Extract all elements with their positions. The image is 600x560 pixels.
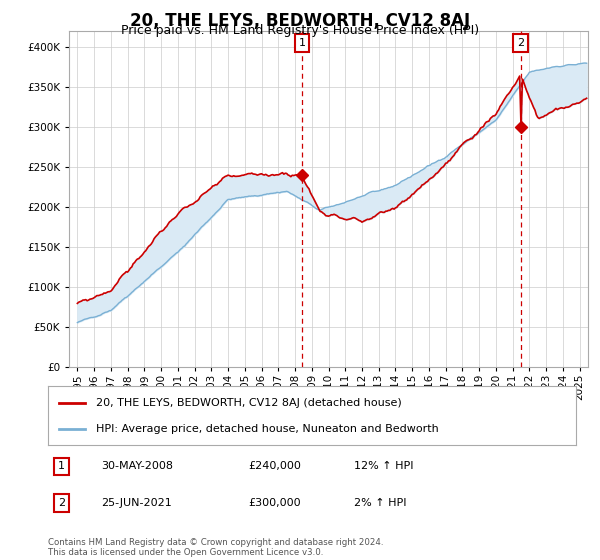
Text: 30-MAY-2008: 30-MAY-2008: [101, 461, 173, 472]
Text: 1: 1: [58, 461, 65, 472]
Text: 2: 2: [517, 38, 524, 48]
Text: 2: 2: [58, 498, 65, 508]
Text: HPI: Average price, detached house, Nuneaton and Bedworth: HPI: Average price, detached house, Nune…: [95, 424, 438, 434]
Text: 20, THE LEYS, BEDWORTH, CV12 8AJ (detached house): 20, THE LEYS, BEDWORTH, CV12 8AJ (detach…: [95, 398, 401, 408]
Text: 2% ↑ HPI: 2% ↑ HPI: [354, 498, 407, 508]
Text: £300,000: £300,000: [248, 498, 301, 508]
Text: 20, THE LEYS, BEDWORTH, CV12 8AJ: 20, THE LEYS, BEDWORTH, CV12 8AJ: [130, 12, 470, 30]
Text: £240,000: £240,000: [248, 461, 302, 472]
Text: 1: 1: [299, 38, 305, 48]
Text: 25-JUN-2021: 25-JUN-2021: [101, 498, 172, 508]
Text: Contains HM Land Registry data © Crown copyright and database right 2024.
This d: Contains HM Land Registry data © Crown c…: [48, 538, 383, 557]
Text: Price paid vs. HM Land Registry's House Price Index (HPI): Price paid vs. HM Land Registry's House …: [121, 24, 479, 36]
Text: 12% ↑ HPI: 12% ↑ HPI: [354, 461, 414, 472]
